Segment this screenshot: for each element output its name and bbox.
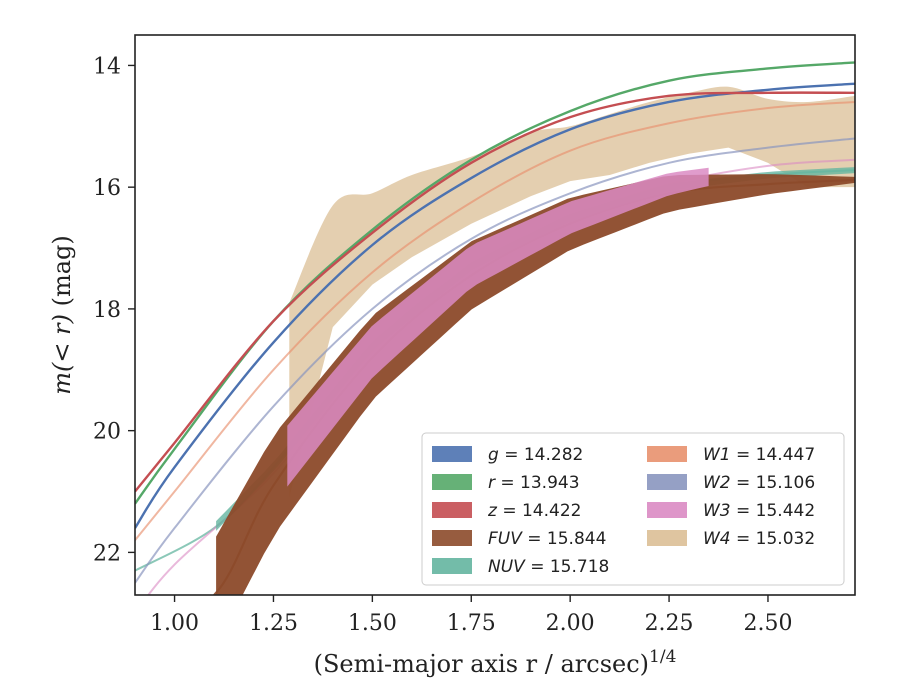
legend-band-value: = 13.943 <box>495 473 580 493</box>
legend-band-name: W2 <box>703 473 731 493</box>
legend-swatch <box>647 502 687 518</box>
legend-swatch <box>432 530 472 546</box>
series-line-z <box>135 91 855 493</box>
legend-label: W3 = 15.442 <box>703 501 815 521</box>
y-axis-label-unit: (mag) <box>48 235 76 314</box>
y-tick-label: 16 <box>93 176 121 201</box>
legend-swatch <box>432 502 472 518</box>
legend-band-value: = 14.282 <box>499 445 584 465</box>
x-tick-label: 1.50 <box>348 611 397 636</box>
legend-band-name: g <box>488 445 499 465</box>
x-tick-label: 2.00 <box>546 611 595 636</box>
legend-swatch <box>647 446 687 462</box>
legend-swatch <box>432 474 472 490</box>
legend-band-value: = 15.106 <box>731 473 816 493</box>
legend-band-value: = 15.844 <box>522 529 607 549</box>
x-tick-label: 2.25 <box>645 611 694 636</box>
x-axis-label-main: (Semi-major axis r / arcsec) <box>314 650 649 678</box>
x-axis-label: (Semi-major axis r / arcsec)1/4 <box>314 647 677 678</box>
legend-label: W4 = 15.032 <box>703 529 815 549</box>
legend-band-name: z <box>487 501 498 521</box>
y-tick-label: 20 <box>93 420 121 445</box>
legend-band-value: = 14.447 <box>731 445 816 465</box>
legend-swatch <box>647 474 687 490</box>
legend-band-name: W3 <box>703 501 731 521</box>
legend-label: r = 13.943 <box>488 473 580 493</box>
legend-band-name: FUV <box>488 529 523 549</box>
x-tick-label: 1.25 <box>249 611 298 636</box>
legend-entry-nuv: NUV = 15.718 <box>432 557 609 577</box>
x-axis-label-sup: 1/4 <box>649 647 676 667</box>
legend-swatch <box>432 446 472 462</box>
x-tick-label: 1.75 <box>447 611 496 636</box>
legend-entry-fuv: FUV = 15.844 <box>432 529 606 549</box>
legend-label: NUV = 15.718 <box>488 557 609 577</box>
band-w3 <box>287 167 709 487</box>
legend-swatch <box>432 558 472 574</box>
legend-label: W2 = 15.106 <box>703 473 815 493</box>
legend-band-value: = 15.032 <box>731 529 816 549</box>
series-line-r <box>135 61 855 505</box>
legend-band-value: = 14.422 <box>497 501 582 521</box>
y-axis-label-var: m(< r) <box>48 314 76 395</box>
legend-entry-g: g = 14.282 <box>432 445 583 465</box>
legend-label: FUV = 15.844 <box>488 529 606 549</box>
legend-entry-w3: W3 = 15.442 <box>647 501 815 521</box>
legend-entry-w2: W2 = 15.106 <box>647 473 815 493</box>
series-line-w1 <box>135 100 855 541</box>
legend-entry-z: z = 14.422 <box>432 501 581 521</box>
legend-entry-w4: W4 = 15.032 <box>647 529 815 549</box>
x-tick-label: 2.50 <box>743 611 792 636</box>
legend-band-value: = 15.718 <box>525 557 610 577</box>
legend-label: z = 14.422 <box>487 501 581 521</box>
legend-box <box>421 432 845 586</box>
legend-band-name: NUV <box>488 557 526 577</box>
series-line-w2 <box>135 137 855 584</box>
legend-band-name: r <box>488 473 496 493</box>
legend-label: W1 = 14.447 <box>703 445 815 465</box>
legend-band-value: = 15.442 <box>731 501 816 521</box>
legend-band-name: W4 <box>703 529 731 549</box>
legend-entry-r: r = 13.943 <box>432 473 580 493</box>
legend-entry-w1: W1 = 14.447 <box>647 445 815 465</box>
legend-label: g = 14.282 <box>488 445 583 465</box>
plot-frame <box>134 34 856 596</box>
x-tick-label: 1.00 <box>150 611 199 636</box>
y-axis-label: m(< r) (mag) <box>48 235 76 395</box>
legend-band-name: W1 <box>703 445 731 465</box>
legend-swatch <box>647 530 687 546</box>
y-tick-label: 22 <box>93 541 121 566</box>
y-tick-label: 14 <box>93 54 121 79</box>
y-tick-label: 18 <box>93 298 121 323</box>
